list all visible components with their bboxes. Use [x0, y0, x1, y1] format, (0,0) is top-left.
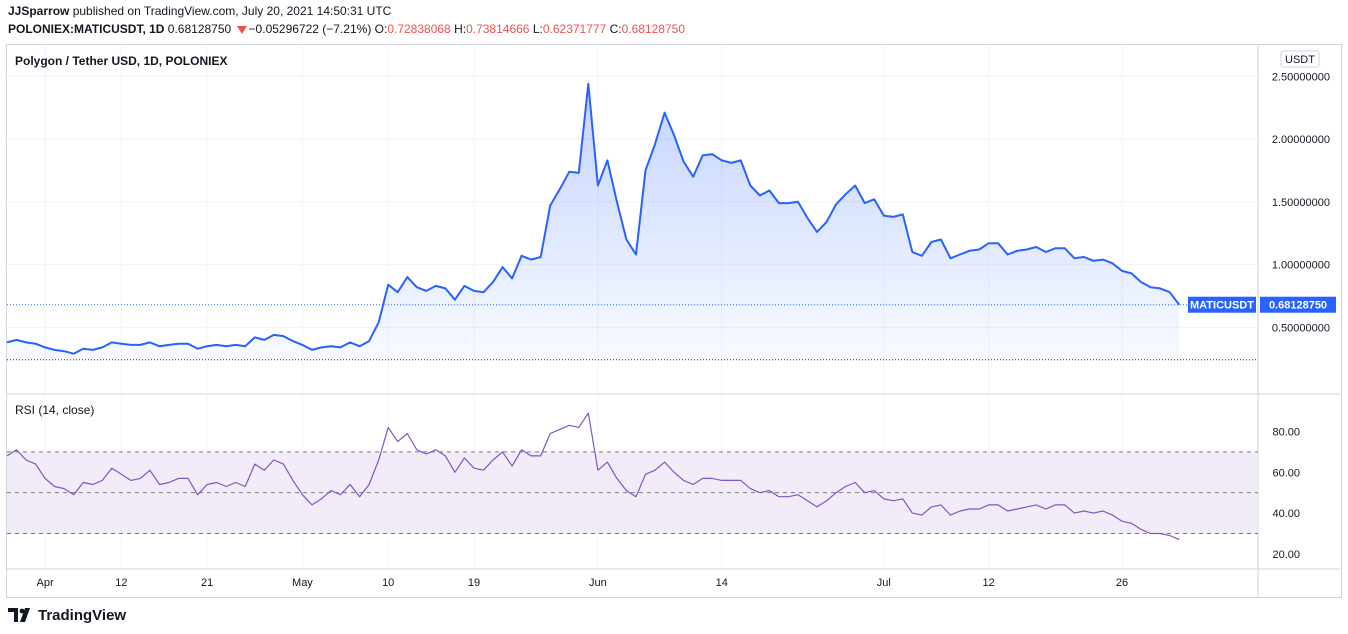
price-tag-value: 0.68128750 — [1269, 300, 1327, 312]
high-label: H: — [454, 22, 467, 36]
rsi-title: RSI (14, close) — [15, 403, 94, 417]
rsi-line — [6, 412, 1180, 541]
tradingview-brand: TradingView — [38, 606, 127, 624]
rsi-tick-label: 20.00 — [1272, 549, 1300, 561]
author-name[interactable]: JJSparrow — [8, 4, 70, 18]
price-area-fill — [7, 83, 1180, 360]
currency-label: USDT — [1285, 54, 1315, 66]
open-label: O: — [374, 22, 388, 36]
symbol-tag-box — [1188, 296, 1256, 313]
chart-frame[interactable] — [6, 44, 1342, 598]
tradingview-logo-icon — [8, 608, 30, 622]
time-tick-label: 19 — [468, 577, 480, 589]
low-value: 0.62371777 — [542, 22, 607, 36]
currency-badge — [1280, 50, 1320, 68]
time-tick-label: 26 — [1116, 577, 1128, 589]
time-tick-label: 12 — [115, 577, 127, 589]
price-tick-label: 2.00000000 — [1272, 134, 1330, 146]
price-change: −0.05296722 (−7.21%) — [248, 22, 372, 36]
time-tick-label: May — [292, 577, 313, 589]
price-tick-label: 1.00000000 — [1272, 260, 1330, 272]
price-line — [6, 82, 1180, 355]
chart-title: Polygon / Tether USD, 1D, POLONIEX — [15, 54, 227, 68]
published-text: published on TradingView.com, July 20, 2… — [72, 4, 392, 18]
close-label: C: — [609, 22, 622, 36]
time-tick-label: Jul — [877, 577, 891, 589]
close-value: 0.68128750 — [621, 22, 685, 36]
rsi-tick-label: 80.00 — [1272, 426, 1300, 438]
rsi-tick-label: 40.00 — [1272, 508, 1300, 520]
price-tick-label: 2.50000000 — [1272, 71, 1330, 83]
high-value: 0.73814666 — [466, 22, 530, 36]
symbol-tag-label: MATICUSDT — [1190, 300, 1254, 312]
time-tick-label: 12 — [982, 577, 994, 589]
time-tick-label: 21 — [201, 577, 213, 589]
rsi-tick-label: 60.00 — [1272, 467, 1300, 479]
price-tick-label: 1.50000000 — [1272, 197, 1330, 209]
tradingview-footer: TradingView — [8, 605, 126, 625]
down-arrow-icon — [236, 25, 247, 34]
time-tick-label: 14 — [716, 577, 728, 589]
time-tick-label: Jun — [589, 577, 607, 589]
price-tag-box — [1260, 296, 1336, 313]
time-tick-label: 10 — [382, 577, 394, 589]
symbol-label: POLONIEX:MATICUSDT, 1D — [8, 22, 165, 36]
time-tick-label: Apr — [37, 577, 54, 589]
low-label: L: — [532, 22, 543, 36]
symbol-ohlc-line: POLONIEX:MATICUSDT, 1D 0.68128750 −0.052… — [8, 22, 685, 36]
publish-info: JJSparrow published on TradingView.com, … — [8, 4, 391, 18]
price-tick-label: 0.50000000 — [1272, 322, 1330, 334]
open-value: 0.72838068 — [387, 22, 451, 36]
last-price: 0.68128750 — [167, 22, 232, 36]
